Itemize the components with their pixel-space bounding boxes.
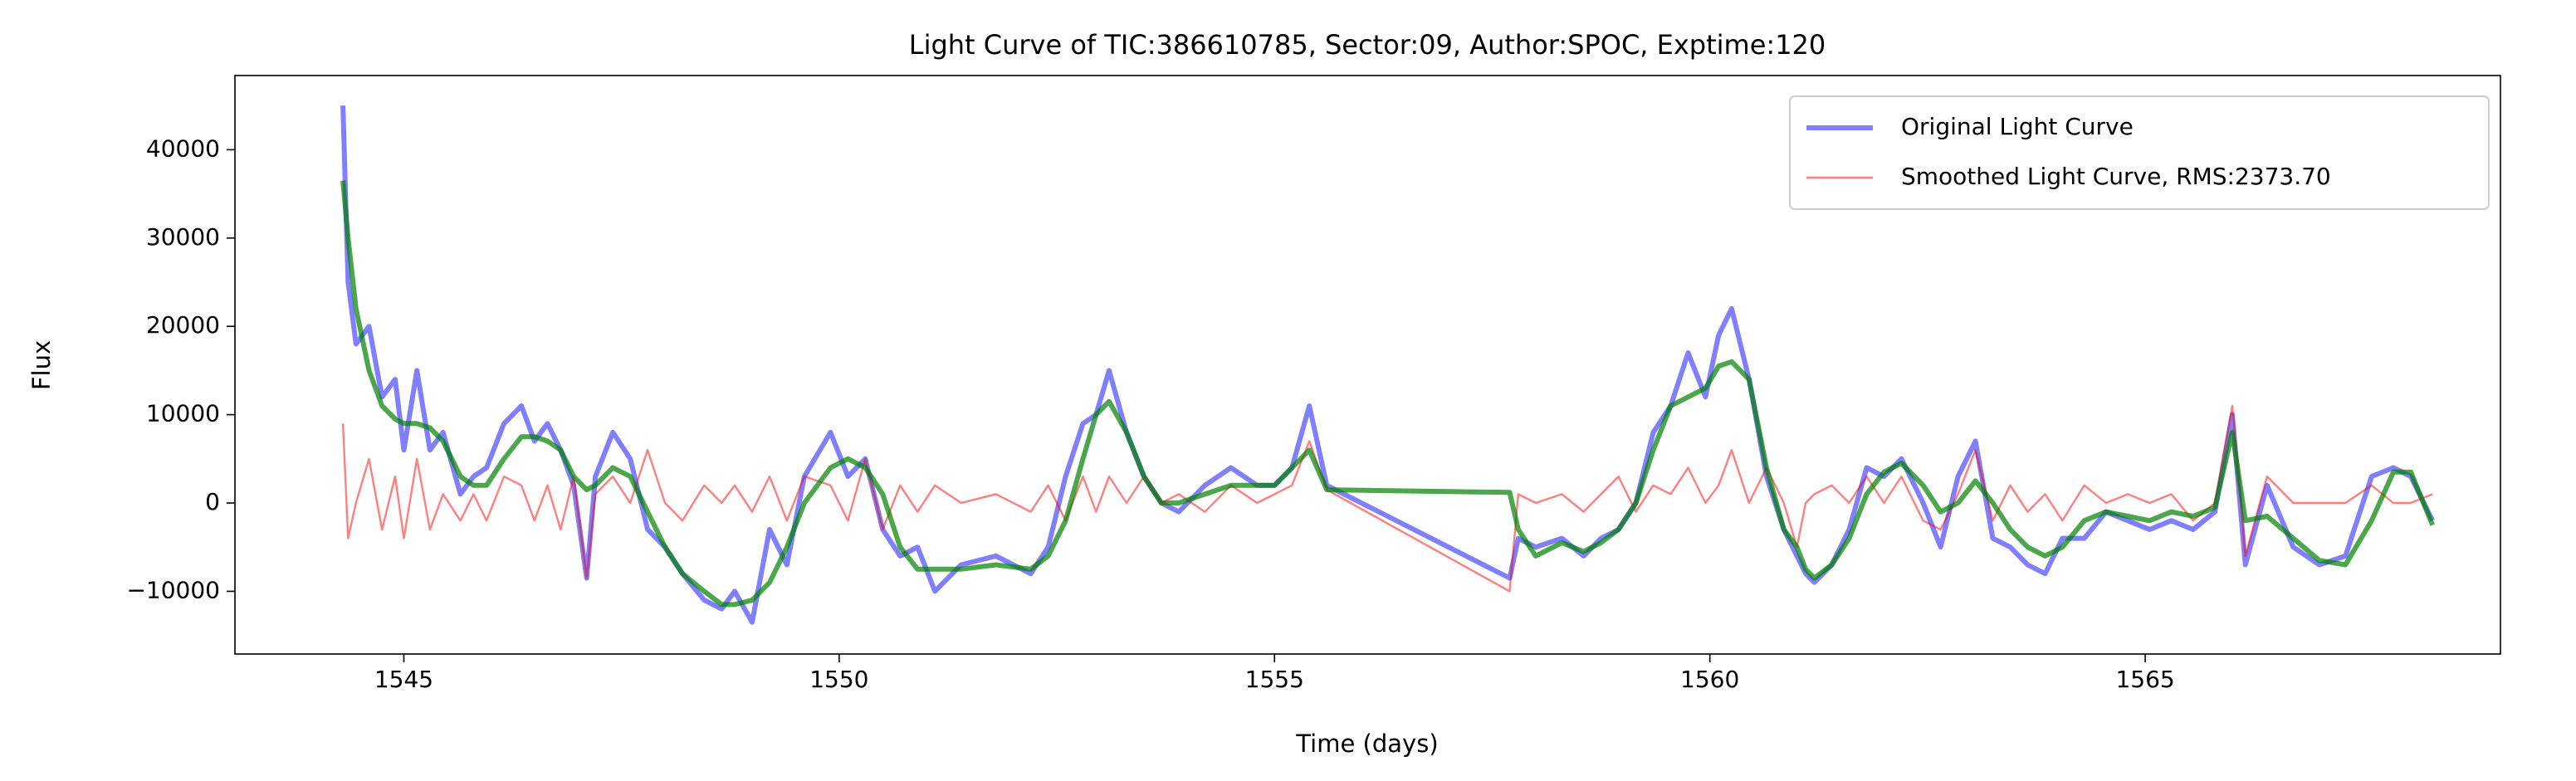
legend-label: Smoothed Light Curve, RMS:2373.70 [1901, 163, 2331, 190]
y-tick-label: 0 [205, 488, 220, 515]
x-tick-label: 1550 [809, 666, 868, 693]
y-tick-label: 30000 [146, 223, 220, 251]
legend-label: Original Light Curve [1901, 113, 2134, 140]
x-tick-label: 1555 [1245, 666, 1304, 693]
x-tick-label: 1545 [374, 666, 433, 693]
x-axis-label: Time (days) [1295, 730, 1438, 758]
plot-frame [234, 75, 2501, 655]
x-tick-label: 1560 [1680, 666, 1739, 693]
x-tick-label: 1565 [2115, 666, 2174, 693]
y-tick-label: 40000 [146, 134, 220, 162]
y-tick-label: 20000 [146, 311, 220, 339]
y-tick-label: 10000 [146, 400, 220, 427]
series-line [340, 180, 2435, 608]
legend-box [1789, 95, 2490, 210]
y-tick-label: −10000 [126, 576, 220, 603]
series-line [341, 404, 2433, 593]
y-axis-label: Flux [27, 340, 56, 390]
chart-title: Light Curve of TIC:386610785, Sector:09,… [909, 29, 1826, 61]
